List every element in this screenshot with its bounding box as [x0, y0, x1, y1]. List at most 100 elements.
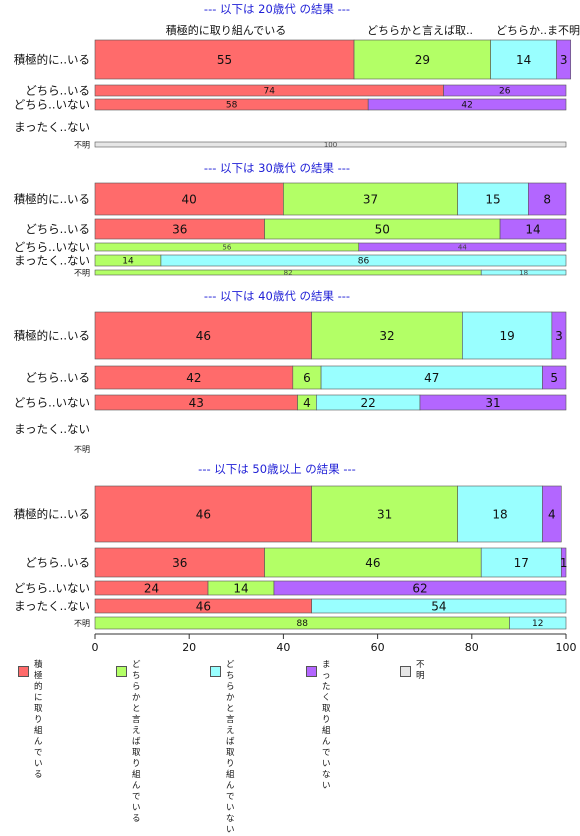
row-label: 不明 [74, 141, 90, 150]
bar-segment [528, 182, 567, 216]
bar-segment [480, 269, 567, 276]
row-label: 積極的に..いる [14, 507, 90, 521]
panel-title-1: --- 以下は 20歳代 の結果 --- [204, 2, 350, 16]
data-label: 42 [186, 371, 201, 385]
bar-segment [94, 182, 284, 216]
row-label: どちら..いる [25, 84, 90, 98]
data-label: 37 [363, 192, 378, 206]
data-label: 46 [196, 507, 211, 521]
row-label: まったく..ない [14, 599, 90, 613]
row-label: まったく..ない [14, 422, 90, 436]
legend-swatch-2 [116, 666, 127, 677]
bar-segment [542, 365, 567, 390]
data-label: 22 [361, 396, 376, 410]
legend: 積極的に 取り組んでいる どちらかと言えば 取り組んでいる どちらかと言えば 取… [18, 660, 578, 835]
row-label: どちら..いない [14, 98, 90, 112]
row-label: どちら..いる [25, 371, 90, 385]
legend-label-1: 積極的に 取り組んでいる [34, 660, 43, 780]
data-label: 5 [550, 371, 558, 385]
bar-segment [94, 311, 312, 360]
bar-segment [264, 547, 482, 578]
x-tick-label: 60 [371, 641, 385, 654]
top-label-1: 積極的に取り組んでいる [166, 23, 286, 37]
data-label: 26 [499, 87, 511, 97]
data-label: 14 [525, 222, 540, 236]
bar-segment [462, 311, 553, 360]
legend-label-4: まったく 取り組んでいない [322, 660, 331, 791]
data-label: 56 [222, 244, 231, 252]
legend-swatch-4 [306, 666, 317, 677]
data-label: 62 [412, 581, 427, 595]
data-label: 31 [485, 396, 500, 410]
row-label: 不明 [74, 619, 90, 628]
data-label: 31 [377, 507, 392, 521]
bar-segment [499, 218, 567, 240]
bar-segment [443, 84, 567, 97]
data-label: 46 [196, 599, 211, 613]
row-label: 不明 [74, 445, 90, 454]
panel-title-4: --- 以下は 50歳以上 の結果 --- [198, 462, 356, 476]
bar-segment [490, 39, 557, 80]
bar-segment [311, 598, 567, 614]
data-label: 43 [189, 396, 204, 410]
bar-segment [311, 311, 463, 360]
data-label: 15 [485, 192, 500, 206]
data-label: 40 [182, 192, 197, 206]
stacked-bar-chart: 積極的に取り組んでいる どちらかと言えば取.. どちらか..ま不明 --- 以下は 2… [14, 2, 580, 654]
row-label: まったく..ない [14, 254, 90, 268]
data-label: 36 [172, 556, 187, 570]
data-label: 14 [516, 53, 531, 67]
data-label: 1 [560, 556, 568, 570]
bar-segment [358, 242, 567, 252]
data-label: 32 [379, 329, 394, 343]
data-label: 24 [144, 581, 159, 595]
data-label: 50 [375, 222, 390, 236]
data-label: 36 [172, 222, 187, 236]
legend-label-2: どちらかと言えば 取り組んでいる [132, 660, 141, 824]
bar-segment [94, 141, 567, 148]
data-label: 18 [519, 269, 528, 277]
data-label: 54 [431, 599, 446, 613]
data-label: 46 [365, 556, 380, 570]
top-label-3: どちらか..ま不明 [496, 24, 580, 37]
x-tick-label: 0 [92, 641, 99, 654]
bar-segment [542, 485, 562, 543]
data-label: 86 [358, 257, 370, 267]
data-label: 58 [226, 101, 238, 111]
bar-segment [283, 182, 458, 216]
bar-segment [556, 39, 572, 80]
bar-segment [509, 616, 567, 630]
row-label: 不明 [74, 269, 90, 278]
row-label: 積極的に..いる [14, 53, 90, 67]
legend-swatch-3 [210, 666, 221, 677]
bar-segment [273, 580, 567, 596]
bar-segment [94, 547, 265, 578]
bar-segment [94, 485, 312, 543]
data-label: 88 [297, 619, 309, 629]
row-label: 積極的に..いる [14, 329, 90, 343]
x-tick-label: 40 [276, 641, 290, 654]
x-tick-label: 20 [182, 641, 196, 654]
bar-segment [560, 547, 567, 578]
data-label: 14 [122, 257, 134, 267]
data-label: 4 [548, 507, 556, 521]
data-label: 46 [196, 329, 211, 343]
row-label: どちら..いない [14, 396, 90, 410]
data-label: 29 [415, 53, 430, 67]
data-label: 12 [532, 619, 543, 629]
data-label: 82 [284, 269, 293, 277]
bar-segment [419, 394, 567, 411]
data-label: 42 [461, 101, 472, 111]
row-label: どちら..いる [25, 222, 90, 236]
data-label: 8 [543, 192, 551, 206]
panel-title-3: --- 以下は 40歳代 の結果 --- [204, 289, 350, 303]
top-label-2: どちらかと言えば取.. [367, 24, 473, 37]
bar-segment [551, 311, 567, 360]
bar-segment [457, 485, 543, 543]
row-label: どちら..いない [14, 240, 90, 254]
data-label: 18 [492, 507, 507, 521]
row-label: どちら..いる [25, 556, 90, 570]
legend-label-5: 不明 [416, 660, 425, 681]
legend-swatch-1 [18, 666, 29, 677]
data-label: 100 [324, 141, 337, 149]
